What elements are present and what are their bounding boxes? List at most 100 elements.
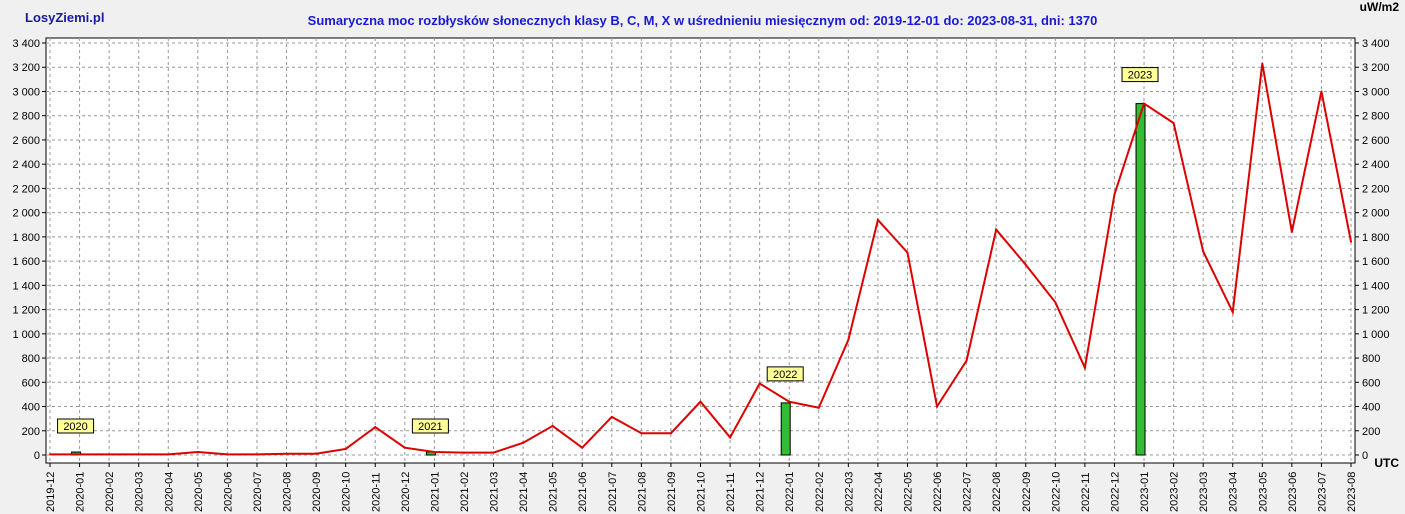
y-tick-label-right: 1 800 xyxy=(1362,232,1390,244)
x-tick-label: 2022-11 xyxy=(1080,472,1092,512)
data-point xyxy=(196,450,199,453)
data-point xyxy=(285,452,288,455)
x-tick-label: 2021-07 xyxy=(607,472,619,512)
data-point xyxy=(167,453,170,456)
x-tick-label: 2020-07 xyxy=(252,472,264,512)
y-tick-label-left: 2 400 xyxy=(12,159,40,171)
data-point xyxy=(669,432,672,435)
x-tick-label: 2022-05 xyxy=(902,472,914,512)
x-tick-label: 2020-02 xyxy=(104,472,116,512)
y-tick-label-left: 200 xyxy=(22,426,40,438)
x-tick-label: 2021-01 xyxy=(429,472,441,512)
y-tick-label-left: 3 000 xyxy=(12,86,40,98)
chart-title: Sumaryczna moc rozbłysków słonecznych kl… xyxy=(307,13,1098,28)
x-tick-label: 2020-03 xyxy=(134,472,146,512)
data-point xyxy=(551,424,554,427)
x-tick-label: 2023-04 xyxy=(1228,472,1240,512)
x-tick-label: 2021-12 xyxy=(755,472,767,512)
data-point xyxy=(876,218,879,221)
y-tick-label-right: 600 xyxy=(1362,377,1380,389)
data-point xyxy=(788,400,791,403)
year-markers: 2020 2021 2022 2023 xyxy=(57,67,1159,434)
year-label-box xyxy=(766,366,804,382)
x-tick-label: 2020-06 xyxy=(222,472,234,512)
year-bar xyxy=(1135,103,1146,456)
year-bar xyxy=(780,402,791,456)
y-axis-right: 0 200 400 600 800 1 000 1 200 1 400 1 600 1 800 2 … xyxy=(1355,38,1390,462)
y-tick-label-right: 0 xyxy=(1362,450,1368,462)
y-tick-label-left: 600 xyxy=(22,377,40,389)
data-point xyxy=(758,382,761,385)
year-label-box xyxy=(57,418,95,434)
data-point xyxy=(1320,90,1323,93)
data-point xyxy=(906,251,909,254)
x-tick-label: 2023-03 xyxy=(1198,472,1210,512)
y-tick-label-left: 400 xyxy=(22,402,40,414)
data-point xyxy=(1350,240,1352,243)
x-tick-label: 2020-11 xyxy=(370,472,382,512)
x-tick-label: 2019-12 xyxy=(45,472,57,512)
data-point xyxy=(49,453,51,456)
y-tick-label-left: 1 200 xyxy=(12,305,40,317)
y-tick-label-right: 1 600 xyxy=(1362,256,1390,268)
data-point xyxy=(344,447,347,450)
data-point xyxy=(403,446,406,449)
y-axis-left: 0 200 400 600 800 1 000 1 200 1 400 1 600 1 800 2 … xyxy=(12,38,46,462)
x-tick-label: 2021-09 xyxy=(666,472,678,512)
y-tick-label-right: 2 600 xyxy=(1362,135,1390,147)
data-point xyxy=(1261,62,1264,65)
utc-label: UTC xyxy=(1374,456,1399,470)
data-point xyxy=(847,338,850,341)
data-point xyxy=(492,451,495,454)
data-point xyxy=(610,415,613,418)
data-point xyxy=(374,426,377,429)
data-point xyxy=(137,453,140,456)
x-tick-label: 2020-08 xyxy=(282,472,294,512)
x-tick-label: 2023-02 xyxy=(1169,472,1181,512)
x-tick-label: 2022-10 xyxy=(1050,472,1062,512)
x-tick-label: 2022-09 xyxy=(1021,472,1033,512)
year-label: 2022 xyxy=(773,369,797,381)
x-tick-label: 2021-05 xyxy=(548,472,560,512)
x-axis: 2019-12 2020-01 2020-02 2020-03 2020-04 2020-… xyxy=(45,463,1358,512)
site-brand[interactable]: LosyZiemi.pl xyxy=(25,10,105,25)
data-point xyxy=(78,453,81,456)
x-tick-label: 2022-07 xyxy=(962,472,974,512)
y-tick-label-right: 2 400 xyxy=(1362,159,1390,171)
x-tick-label: 2021-02 xyxy=(459,472,471,512)
y-tick-label-right: 1 000 xyxy=(1362,329,1390,341)
x-tick-label: 2020-04 xyxy=(163,472,175,512)
x-tick-label: 2023-06 xyxy=(1287,472,1299,512)
grid xyxy=(45,37,1356,464)
data-point xyxy=(699,400,702,403)
x-tick-label: 2020-10 xyxy=(341,472,353,512)
data-point xyxy=(226,453,229,456)
x-tick-label: 2021-11 xyxy=(725,472,737,512)
data-point xyxy=(315,452,318,455)
y-tick-label-left: 0 xyxy=(34,450,40,462)
x-tick-label: 2020-09 xyxy=(311,472,323,512)
data-point xyxy=(1024,263,1027,266)
y-tick-label-right: 400 xyxy=(1362,402,1380,414)
year-label: 2021 xyxy=(418,421,442,433)
data-point xyxy=(640,432,643,435)
data-point xyxy=(1113,193,1116,196)
year-label-box xyxy=(1121,67,1159,83)
y-tick-label-right: 3 200 xyxy=(1362,62,1390,74)
y-tick-label-right: 3 000 xyxy=(1362,86,1390,98)
y-tick-label-right: 1 400 xyxy=(1362,280,1390,292)
y-tick-label-left: 2 600 xyxy=(12,135,40,147)
x-tick-label: 2021-04 xyxy=(518,472,530,512)
x-tick-label: 2022-06 xyxy=(932,472,944,512)
data-point xyxy=(1231,311,1234,314)
data-point xyxy=(433,450,436,453)
x-tick-label: 2021-08 xyxy=(636,472,648,512)
y-tick-label-left: 3 400 xyxy=(12,38,40,50)
data-point xyxy=(581,446,584,449)
data-point xyxy=(522,441,525,444)
y-tick-label-right: 2 800 xyxy=(1362,111,1390,123)
y-tick-label-left: 2 800 xyxy=(12,111,40,123)
data-point xyxy=(817,406,820,409)
year-label-box xyxy=(411,418,449,434)
